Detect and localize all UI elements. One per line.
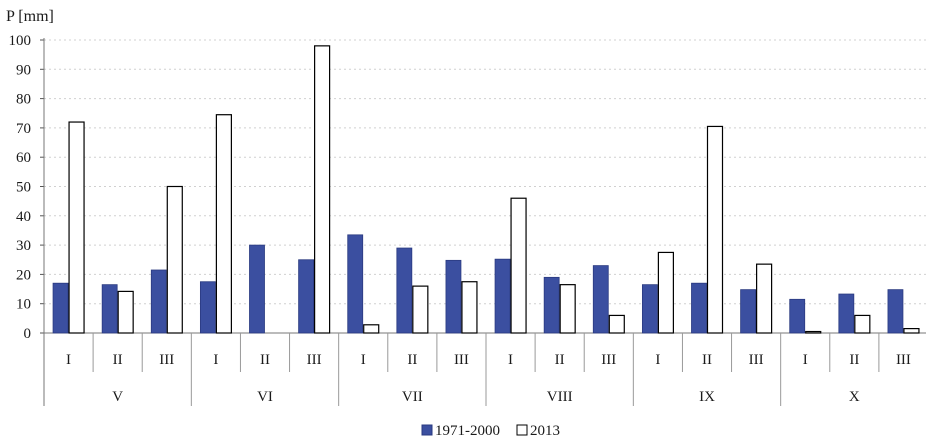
- bar-2013: [117, 290, 134, 334]
- bar-1971-2000: [199, 281, 216, 334]
- y-tick-label: 20: [16, 267, 31, 283]
- bar-2013: [412, 285, 429, 334]
- bar-1971-2000: [494, 258, 511, 334]
- bar-1971-2000: [543, 276, 560, 334]
- group-label: VII: [402, 389, 423, 405]
- axis-layer: [40, 38, 926, 406]
- bar-1971-2000: [52, 282, 69, 334]
- category-label: II: [702, 352, 712, 368]
- y-tick-label: 80: [16, 92, 31, 108]
- bar-2013: [657, 251, 674, 334]
- bar-layer: [52, 45, 920, 334]
- category-label: I: [803, 352, 808, 368]
- y-tick-label: 10: [16, 297, 31, 313]
- bar-2013: [166, 185, 183, 334]
- legend: 1971-2000 2013: [421, 423, 560, 439]
- bar-1971-2000: [445, 259, 462, 334]
- grid-layer: [44, 39, 926, 305]
- bar-1971-2000: [249, 244, 265, 334]
- group-label: X: [849, 389, 860, 405]
- bar-1971-2000: [298, 259, 315, 334]
- bar-1971-2000: [150, 269, 167, 334]
- bar-2013: [363, 324, 380, 334]
- category-label: I: [655, 352, 660, 368]
- category-label: III: [896, 352, 911, 368]
- category-label: III: [601, 352, 616, 368]
- group-label: V: [112, 389, 123, 405]
- bar-2013: [314, 45, 331, 334]
- legend-label: 2013: [530, 423, 560, 439]
- bar-2013: [903, 328, 920, 334]
- y-tick-label: 100: [9, 33, 32, 49]
- group-label: VI: [257, 389, 273, 405]
- category-label: I: [361, 352, 366, 368]
- category-label: II: [407, 352, 417, 368]
- y-tick-label: 70: [16, 121, 31, 137]
- bar-2013: [756, 263, 773, 334]
- legend-swatch: [421, 424, 433, 436]
- bar-2013: [559, 284, 576, 334]
- bar-2013: [215, 114, 232, 334]
- bar-1971-2000: [887, 289, 904, 334]
- category-label: III: [749, 352, 764, 368]
- bar-1971-2000: [641, 284, 658, 334]
- legend-label: 1971-2000: [435, 423, 500, 439]
- category-label: I: [213, 352, 218, 368]
- group-label: VIII: [547, 389, 573, 405]
- y-tick-label: 90: [16, 62, 31, 78]
- bar-2013: [706, 125, 724, 334]
- category-label: III: [454, 352, 469, 368]
- legend-swatch: [516, 424, 528, 436]
- category-label: II: [849, 352, 859, 368]
- bar-2013: [608, 314, 625, 334]
- bar-2013: [510, 197, 527, 334]
- y-tick-label: 40: [16, 209, 31, 225]
- bar-2013: [461, 281, 478, 334]
- bar-1971-2000: [740, 289, 757, 334]
- category-label: III: [159, 352, 174, 368]
- category-label: I: [508, 352, 513, 368]
- category-label: II: [113, 352, 123, 368]
- y-axis-label: P [mm]: [6, 8, 54, 25]
- bar-2013: [805, 330, 822, 334]
- y-tick-label: 50: [16, 180, 31, 196]
- category-label: II: [260, 352, 270, 368]
- category-label: II: [555, 352, 565, 368]
- bar-2013: [854, 314, 871, 334]
- bar-1971-2000: [838, 293, 855, 334]
- bar-1971-2000: [691, 282, 707, 334]
- bar-1971-2000: [592, 265, 609, 334]
- y-tick-label: 0: [24, 326, 32, 342]
- bar-1971-2000: [396, 247, 413, 334]
- category-label: I: [66, 352, 71, 368]
- bar-1971-2000: [101, 284, 118, 334]
- category-label: III: [307, 352, 322, 368]
- bar-2013: [68, 121, 85, 334]
- bar-1971-2000: [347, 234, 364, 334]
- group-label: IX: [699, 389, 715, 405]
- y-tick-label: 30: [16, 238, 31, 254]
- y-tick-label: 60: [16, 150, 31, 166]
- bar-1971-2000: [789, 298, 806, 334]
